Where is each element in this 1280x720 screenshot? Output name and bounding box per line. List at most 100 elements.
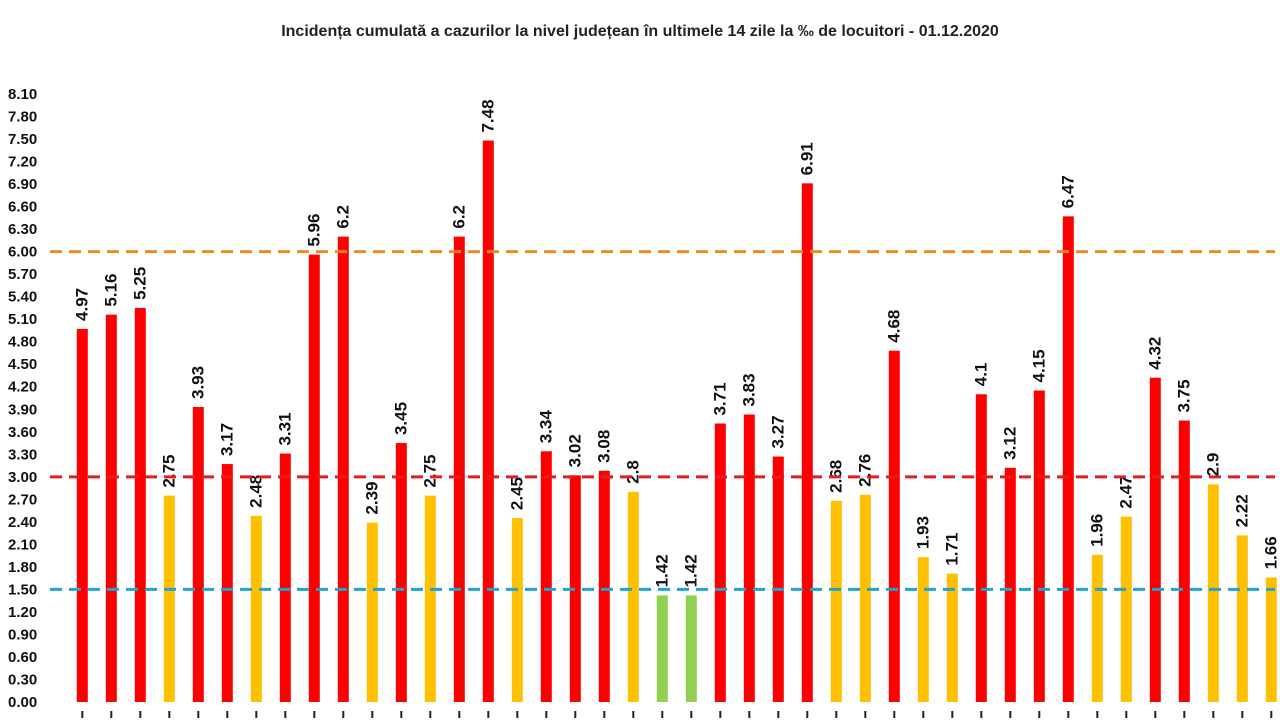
y-tick-label: 0.90: [8, 626, 37, 643]
bar: [395, 443, 407, 702]
data-label: 4.15: [1029, 349, 1048, 382]
data-label: 3.02: [565, 434, 584, 467]
y-tick-label: 3.30: [8, 446, 37, 463]
data-label: 3.93: [188, 366, 207, 399]
y-tick-label: 5.70: [8, 266, 37, 283]
y-tick-label: 3.90: [8, 401, 37, 418]
data-label: 4.32: [1145, 337, 1164, 370]
bar: [105, 314, 117, 702]
y-tick-label: 6.90: [8, 176, 37, 193]
data-label: 4.1: [971, 363, 990, 387]
data-label: 2.22: [1232, 494, 1251, 527]
bar: [511, 518, 523, 702]
data-label: 6.2: [449, 205, 468, 229]
bar: [337, 236, 349, 702]
bar: [134, 307, 146, 702]
data-label: 6.47: [1058, 175, 1077, 208]
bar: [1207, 484, 1219, 702]
y-tick-label: 7.20: [8, 154, 37, 171]
bar: [250, 515, 262, 702]
data-label: 2.76: [855, 454, 874, 487]
bar: [453, 236, 465, 702]
bar: [1033, 390, 1045, 702]
chart-title: Incidența cumulată a cazurilor la nivel …: [281, 23, 999, 40]
bar: [917, 557, 929, 702]
bars: [76, 140, 1277, 703]
bar: [308, 254, 320, 703]
data-label: 2.75: [420, 454, 439, 487]
bar: [859, 494, 871, 702]
data-label: 2.75: [159, 454, 178, 487]
bar: [1265, 577, 1277, 702]
data-label: 3.71: [710, 382, 729, 415]
bar: [163, 495, 175, 702]
data-label: 2.9: [1203, 453, 1222, 477]
bar: [76, 328, 88, 702]
y-tick-label: 1.20: [8, 604, 37, 621]
y-tick-label: 6.30: [8, 221, 37, 238]
bar: [801, 183, 813, 702]
y-tick-label: 7.80: [8, 109, 37, 126]
bar: [685, 595, 697, 702]
y-tick-label: 4.80: [8, 334, 37, 351]
data-label: 6.2: [333, 205, 352, 229]
y-tick-label: 3.00: [8, 469, 37, 486]
y-tick-label: 4.50: [8, 356, 37, 373]
data-label: 1.93: [913, 516, 932, 549]
y-tick-label: 0.00: [8, 694, 37, 711]
y-axis: 0.00 0.30 0.60 0.90 1.20 1.50 1.80 2.10 2.40 2.70…: [8, 86, 37, 711]
data-label: 1.96: [1087, 514, 1106, 547]
y-tick-label: 2.70: [8, 491, 37, 508]
bar: [424, 495, 436, 702]
x-tick-marks: [81, 711, 1273, 718]
data-label: 3.08: [594, 430, 613, 463]
data-label: 3.17: [217, 423, 236, 456]
bar: [1120, 516, 1132, 702]
data-label: 1.66: [1261, 536, 1280, 569]
data-label: 6.91: [797, 142, 816, 175]
bar: [1091, 554, 1103, 702]
data-label: 4.68: [884, 310, 903, 343]
bar: [221, 464, 233, 702]
y-tick-label: 6.00: [8, 244, 37, 261]
data-label: 5.96: [304, 214, 323, 247]
bar: [975, 394, 987, 702]
data-labels: 4.97 5.16 5.25 2.75 3.93 3.17 2.48 3.31 5.96 6.2 2…: [72, 99, 1280, 587]
data-label: 1.71: [942, 533, 961, 566]
bar: [540, 451, 552, 702]
data-label: 3.27: [768, 415, 787, 448]
data-label: 3.75: [1174, 379, 1193, 412]
data-label: 1.42: [681, 554, 700, 587]
bar: [1178, 420, 1190, 702]
data-label: 2.45: [507, 477, 526, 510]
bar: [743, 414, 755, 702]
bar: [279, 453, 291, 702]
bar: [656, 595, 668, 702]
data-label: 5.16: [101, 274, 120, 307]
y-tick-label: 1.50: [8, 581, 37, 598]
y-tick-label: 4.20: [8, 379, 37, 396]
bar: [714, 423, 726, 702]
bar: [1004, 467, 1016, 702]
bar: [569, 475, 581, 702]
y-tick-label: 8.10: [8, 86, 37, 103]
data-label: 1.42: [652, 554, 671, 587]
y-tick-label: 2.40: [8, 514, 37, 531]
data-label: 3.83: [739, 373, 758, 406]
y-tick-label: 0.60: [8, 649, 37, 666]
y-tick-label: 5.10: [8, 311, 37, 328]
y-tick-label: 5.40: [8, 289, 37, 306]
y-tick-label: 2.10: [8, 536, 37, 553]
data-label: 2.39: [362, 482, 381, 515]
bar: [1149, 377, 1161, 702]
y-tick-label: 6.60: [8, 199, 37, 216]
y-tick-label: 3.60: [8, 424, 37, 441]
data-label: 5.25: [130, 267, 149, 300]
data-label: 3.34: [536, 410, 555, 444]
bar: [772, 456, 784, 702]
bar: [598, 470, 610, 702]
data-label: 7.48: [478, 99, 497, 132]
bar: [1062, 216, 1074, 702]
